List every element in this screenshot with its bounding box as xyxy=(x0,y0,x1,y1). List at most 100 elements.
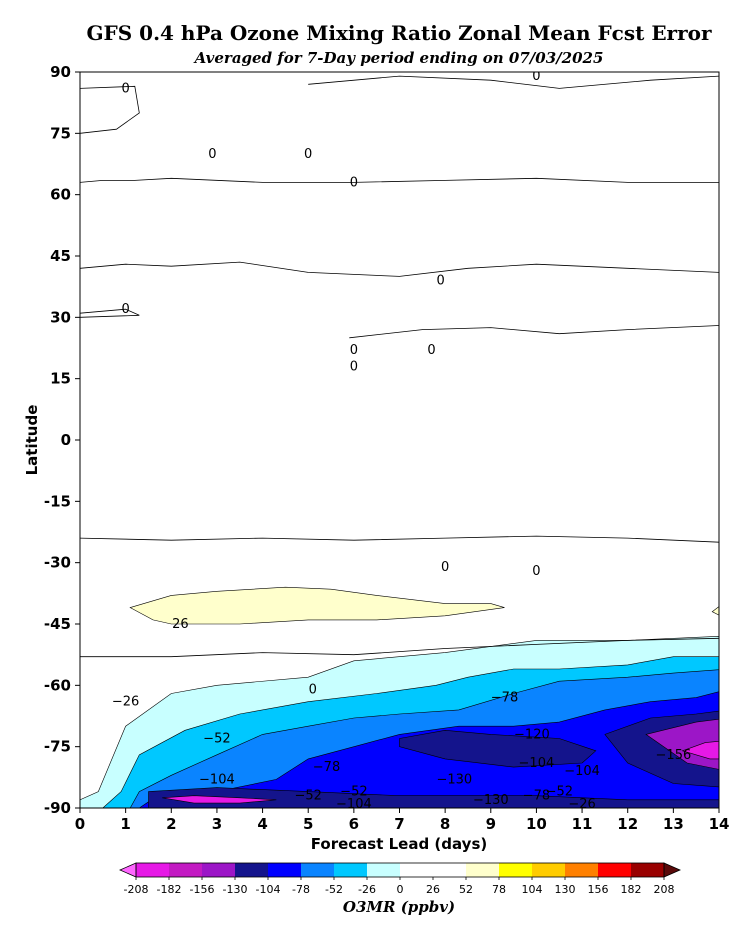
colorbar-tick-label: -52 xyxy=(325,883,343,896)
x-tick-label: 7 xyxy=(394,815,404,833)
contour-label: 0 xyxy=(532,69,540,84)
y-tick-label: 0 xyxy=(61,431,71,449)
contour-line-0 xyxy=(80,535,719,543)
contour-lines xyxy=(80,75,719,658)
y-tick-label: 45 xyxy=(50,247,71,265)
colorbar-tick-label: -130 xyxy=(223,883,248,896)
colorbar-under-arrow xyxy=(119,862,137,878)
fill-band--130--104 xyxy=(148,787,719,808)
contour-label: −104 xyxy=(336,797,372,812)
contour-label: 0 xyxy=(427,343,435,358)
contour-label: −52 xyxy=(203,732,230,747)
colorbar-swatch xyxy=(565,863,599,877)
y-tick-label: 60 xyxy=(50,186,71,204)
colorbar-tick-label: 156 xyxy=(588,883,609,896)
contour-label: −52 xyxy=(340,785,367,800)
y-tick-label: 90 xyxy=(50,63,71,81)
contour-label: −104 xyxy=(199,772,235,787)
colorbar-tick-label: 0 xyxy=(397,883,404,896)
y-tick-label: -90 xyxy=(44,799,71,817)
contour-line-0 xyxy=(80,637,719,658)
colorbar-tick-label: -26 xyxy=(358,883,376,896)
colorbar-swatch xyxy=(136,863,170,877)
y-tick-label: -75 xyxy=(44,738,71,756)
x-axis: 0 1 2 3 4 5 6 7 8 9 10 11 12 13 14 xyxy=(75,808,729,833)
colorbar-tick-label: -182 xyxy=(157,883,182,896)
contour-label: 0 xyxy=(121,302,129,317)
colorbar-swatch xyxy=(169,863,203,877)
contour-label: 0 xyxy=(350,359,358,374)
contour-line-0 xyxy=(80,85,140,134)
y-tick-label: 75 xyxy=(50,124,71,142)
colorbar-swatch xyxy=(631,863,665,877)
contour-line-0 xyxy=(80,308,140,318)
contour-label: −78 xyxy=(491,691,518,706)
colorbar-tick-label: 130 xyxy=(555,883,576,896)
x-tick-label: 9 xyxy=(486,815,496,833)
chart-subtitle: Averaged for 7-Day period ending on 07/0… xyxy=(193,49,604,67)
x-tick-label: 4 xyxy=(257,815,267,833)
x-tick-label: 12 xyxy=(617,815,638,833)
contour-label: 0 xyxy=(304,147,312,162)
colorbar-swatch xyxy=(598,863,632,877)
contour-line-0 xyxy=(80,261,719,277)
contour-label: −78 xyxy=(313,760,340,775)
colorbar-swatch xyxy=(235,863,269,877)
fill-band--208--182 xyxy=(162,795,277,804)
contour-label: 0 xyxy=(350,175,358,190)
contour-label: −104 xyxy=(564,764,600,779)
colorbar-label: O3MR (ppbv) xyxy=(343,898,455,916)
y-tick-label: -30 xyxy=(44,554,71,572)
colorbar-swatch xyxy=(301,863,335,877)
x-tick-label: 5 xyxy=(303,815,313,833)
y-axis-label: Latitude xyxy=(23,405,41,476)
x-tick-label: 2 xyxy=(166,815,176,833)
colorbar-tick-label: -78 xyxy=(292,883,310,896)
contour-label: 0 xyxy=(436,274,444,289)
contour-label: 0 xyxy=(121,81,129,96)
y-tick-label: 15 xyxy=(50,370,71,388)
colorbar-tick-label: 52 xyxy=(459,883,473,896)
colorbar-swatch xyxy=(499,863,533,877)
chart-title: GFS 0.4 hPa Ozone Mixing Ratio Zonal Mea… xyxy=(86,21,712,45)
y-tick-label: -15 xyxy=(44,492,71,510)
colorbar-swatch xyxy=(202,863,236,877)
colorbar-over-arrow xyxy=(663,862,681,878)
colorbar-swatch xyxy=(532,863,566,877)
colorbar-tick-label: -104 xyxy=(256,883,281,896)
x-axis-label: Forecast Lead (days) xyxy=(311,835,487,853)
colorbar-swatch xyxy=(334,863,368,877)
contour-label: −130 xyxy=(436,772,472,787)
colorbar-swatch xyxy=(400,863,434,877)
contour-label: −26 xyxy=(568,797,595,812)
colorbar-tick-label: 208 xyxy=(654,883,675,896)
colorbar-tick-label: 104 xyxy=(522,883,543,896)
colorbar-tick-label: 182 xyxy=(621,883,642,896)
contour-label: −130 xyxy=(473,793,509,808)
x-tick-label: 1 xyxy=(120,815,130,833)
colorbar: -208 -182 -156 -130 -104 -78 -52 -26 0 26 52 78 104 1… xyxy=(119,862,681,896)
contour-label: −78 xyxy=(523,789,550,804)
fill-band--208--182 xyxy=(681,741,719,760)
contour-label: −26 xyxy=(112,695,139,710)
contour-label: −156 xyxy=(656,748,692,763)
fill-band--156--130 xyxy=(645,718,719,770)
colorbar-tick-label: -156 xyxy=(190,883,215,896)
y-tick-label: -45 xyxy=(44,615,71,633)
colorbar-swatch xyxy=(367,863,401,877)
contour-label: 0 xyxy=(208,147,216,162)
contour-label: −120 xyxy=(514,727,550,742)
contour-line-0 xyxy=(308,75,719,89)
contour-label: −52 xyxy=(546,785,573,800)
contour-line-0 xyxy=(349,325,719,339)
x-tick-label: 10 xyxy=(526,815,547,833)
colorbar-tick-label: -208 xyxy=(124,883,149,896)
contour-label: 0 xyxy=(309,682,317,697)
y-tick-label: 30 xyxy=(50,308,71,326)
colorbar-swatch xyxy=(433,863,467,877)
x-tick-label: 13 xyxy=(663,815,684,833)
colorbar-swatch xyxy=(466,863,500,877)
